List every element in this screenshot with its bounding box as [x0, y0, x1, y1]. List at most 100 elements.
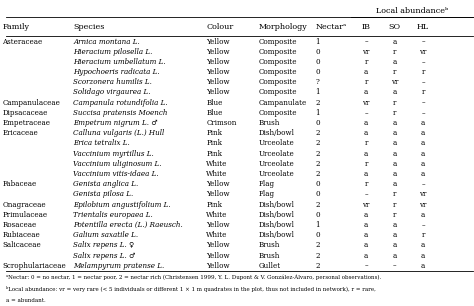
Text: a: a — [392, 231, 397, 239]
Text: Pink: Pink — [206, 129, 222, 137]
Text: Colour: Colour — [206, 23, 233, 31]
Text: a: a — [364, 150, 368, 158]
Text: a: a — [364, 119, 368, 127]
Text: Salix repens L. ♀: Salix repens L. ♀ — [73, 241, 135, 249]
Text: Yellow: Yellow — [206, 241, 230, 249]
Text: Brush: Brush — [258, 119, 280, 127]
Text: Epilobium angustifolium L.: Epilobium angustifolium L. — [73, 200, 171, 209]
Text: Ericaceae: Ericaceae — [2, 129, 38, 137]
Text: –: – — [421, 99, 425, 107]
Text: Asteraceae: Asteraceae — [2, 38, 43, 46]
Text: ᵃNectar: 0 = no nectar, 1 = nectar poor, 2 = nectar rich (Christensen 1999, Y. L: ᵃNectar: 0 = no nectar, 1 = nectar poor,… — [6, 274, 381, 281]
Text: vr: vr — [363, 99, 370, 107]
Text: Composite: Composite — [258, 109, 297, 117]
Text: Potentilla erecta (L.) Raeusch.: Potentilla erecta (L.) Raeusch. — [73, 221, 183, 229]
Text: –: – — [421, 109, 425, 117]
Text: Blue: Blue — [206, 99, 223, 107]
Text: vr: vr — [419, 200, 427, 209]
Text: Urceolate: Urceolate — [258, 150, 294, 158]
Text: a: a — [392, 119, 397, 127]
Text: Melampyrum pratense L.: Melampyrum pratense L. — [73, 262, 165, 270]
Text: a: a — [364, 231, 368, 239]
Text: r: r — [421, 88, 425, 96]
Text: 2: 2 — [315, 241, 319, 249]
Text: Empetraceae: Empetraceae — [2, 119, 50, 127]
Text: a: a — [421, 211, 425, 219]
Text: Pink: Pink — [206, 200, 222, 209]
Text: Urceolate: Urceolate — [258, 170, 294, 178]
Text: Scorzonera humilis L.: Scorzonera humilis L. — [73, 78, 152, 86]
Text: Dish/bowl: Dish/bowl — [258, 211, 294, 219]
Text: Local abundanceᵇ: Local abundanceᵇ — [376, 7, 448, 15]
Text: a: a — [364, 68, 368, 76]
Text: Empetrum nigrum L. ♂: Empetrum nigrum L. ♂ — [73, 119, 158, 127]
Text: 0: 0 — [315, 180, 320, 188]
Text: Brush: Brush — [258, 241, 280, 249]
Text: a: a — [364, 170, 368, 178]
Text: 2: 2 — [315, 140, 319, 147]
Text: 0: 0 — [315, 119, 320, 127]
Text: a: a — [421, 262, 425, 270]
Text: 0: 0 — [315, 58, 320, 66]
Text: 2: 2 — [315, 99, 319, 107]
Text: Rubiaceae: Rubiaceae — [2, 231, 40, 239]
Text: Hieracium pilosella L.: Hieracium pilosella L. — [73, 48, 153, 56]
Text: Vaccinium uliginosum L.: Vaccinium uliginosum L. — [73, 160, 162, 168]
Text: 2: 2 — [315, 252, 319, 259]
Text: vr: vr — [363, 48, 370, 56]
Text: vr: vr — [363, 200, 370, 209]
Text: Yellow: Yellow — [206, 68, 230, 76]
Text: r: r — [393, 48, 396, 56]
Text: Fabaceae: Fabaceae — [2, 180, 36, 188]
Text: Pink: Pink — [206, 150, 222, 158]
Text: Genista anglica L.: Genista anglica L. — [73, 180, 139, 188]
Text: Dipsacaceae: Dipsacaceae — [2, 109, 48, 117]
Text: Campanulaceae: Campanulaceae — [2, 99, 60, 107]
Text: a: a — [421, 150, 425, 158]
Text: Yellow: Yellow — [206, 58, 230, 66]
Text: 1: 1 — [315, 38, 319, 46]
Text: r: r — [365, 180, 368, 188]
Text: Genista pilosa L.: Genista pilosa L. — [73, 190, 134, 198]
Text: Campanula rotundifolia L.: Campanula rotundifolia L. — [73, 99, 168, 107]
Text: 2: 2 — [315, 160, 319, 168]
Text: a: a — [392, 241, 397, 249]
Text: Dish/bowl: Dish/bowl — [258, 231, 294, 239]
Text: a = abundant.: a = abundant. — [6, 298, 46, 303]
Text: a: a — [392, 58, 397, 66]
Text: r: r — [393, 99, 396, 107]
Text: Erica tetralix L.: Erica tetralix L. — [73, 140, 130, 147]
Text: White: White — [206, 170, 228, 178]
Text: a: a — [421, 129, 425, 137]
Text: r: r — [393, 200, 396, 209]
Text: Galium saxatile L.: Galium saxatile L. — [73, 231, 138, 239]
Text: a: a — [392, 170, 397, 178]
Text: Solidago virgaurea L.: Solidago virgaurea L. — [73, 88, 151, 96]
Text: 2: 2 — [315, 170, 319, 178]
Text: vr: vr — [419, 48, 427, 56]
Text: Vaccinium vitis-idaea L.: Vaccinium vitis-idaea L. — [73, 170, 159, 178]
Text: 1: 1 — [315, 221, 319, 229]
Text: r: r — [393, 109, 396, 117]
Text: Arnica montana L.: Arnica montana L. — [73, 38, 140, 46]
Text: r: r — [365, 160, 368, 168]
Text: a: a — [421, 170, 425, 178]
Text: –: – — [365, 38, 368, 46]
Text: Succisa pratensis Moench: Succisa pratensis Moench — [73, 109, 168, 117]
Text: Brush: Brush — [258, 252, 280, 259]
Text: Salicaceae: Salicaceae — [2, 241, 41, 249]
Text: White: White — [206, 231, 228, 239]
Text: a: a — [364, 241, 368, 249]
Text: 2: 2 — [315, 129, 319, 137]
Text: HL: HL — [417, 23, 429, 31]
Text: a: a — [392, 150, 397, 158]
Text: r: r — [393, 68, 396, 76]
Text: Hypochoeris radicata L.: Hypochoeris radicata L. — [73, 68, 160, 76]
Text: Yellow: Yellow — [206, 221, 230, 229]
Text: ᵇLocal abundance: vr = very rare (< 5 individuals or different 1 × 1 m quadrates: ᵇLocal abundance: vr = very rare (< 5 in… — [6, 286, 375, 292]
Text: r: r — [393, 211, 396, 219]
Text: Composite: Composite — [258, 38, 297, 46]
Text: a: a — [392, 221, 397, 229]
Text: a: a — [364, 88, 368, 96]
Text: a: a — [392, 252, 397, 259]
